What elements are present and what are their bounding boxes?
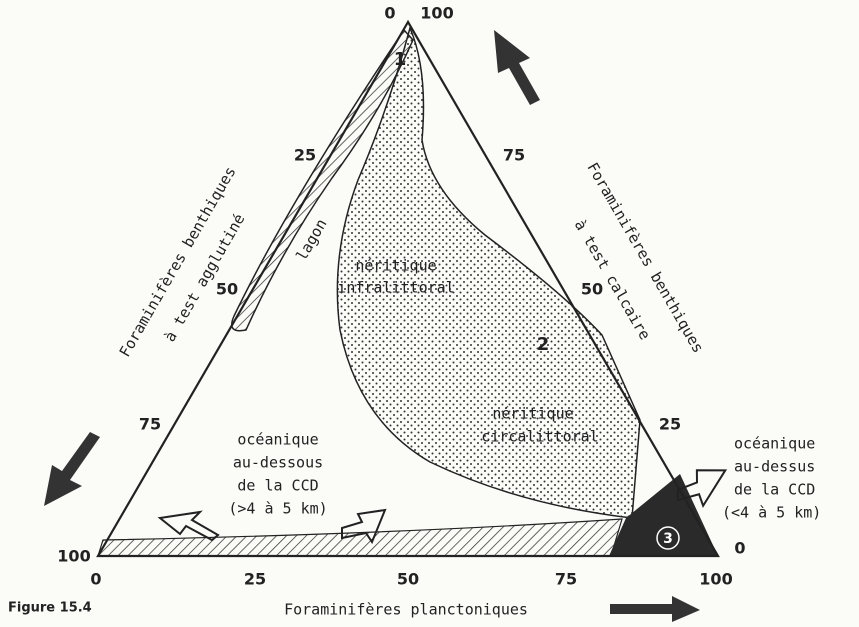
arrow-top [494, 30, 540, 105]
region-label: néritique [355, 257, 436, 275]
left-tick: 25 [294, 146, 316, 165]
neritic-region [336, 25, 641, 519]
region-label: de la CCD [237, 477, 318, 495]
arrow-left [44, 432, 100, 506]
region-label: océanique [237, 431, 318, 449]
bottom-axis-label: Foraminifères planctoniques [284, 601, 528, 619]
top-label: 100 [420, 4, 453, 23]
bottom-tick: 75 [555, 570, 577, 589]
region-label: (<4 à 5 km) [722, 504, 821, 522]
region-3-circle [656, 526, 680, 550]
region-number: 1 [394, 49, 407, 70]
triangle [96, 19, 720, 558]
region-label: circalittoral [481, 428, 598, 446]
bottom-tick: 100 [699, 570, 732, 589]
left-tick: 75 [139, 415, 161, 434]
bottom-band [97, 518, 623, 557]
region-label: au-dessous [233, 454, 323, 472]
above-ccd-region [609, 474, 718, 556]
caption: Figure 15.4 [8, 601, 92, 616]
bottom-tick: 25 [244, 570, 266, 589]
region-label: (>4 à 5 km) [228, 500, 327, 518]
region-label: de la CCD [734, 481, 815, 499]
right-tick: 50 [581, 280, 603, 299]
region-label: océanique [734, 435, 815, 453]
right-tick: 25 [659, 415, 681, 434]
region-number: 2 [537, 334, 550, 355]
open-arrow-2 [341, 508, 387, 545]
open-arrow-3 [676, 469, 728, 509]
region-label: au-dessus [734, 458, 815, 476]
arrow-bottom [610, 596, 700, 622]
bottom-tick: 50 [397, 570, 419, 589]
top-label: 0 [384, 4, 395, 23]
open-arrow-1 [157, 510, 220, 542]
lagoon-region [231, 28, 414, 332]
region-label: infralittoral [337, 279, 454, 297]
region-number: 3 [663, 531, 673, 547]
region-label: néritique [492, 405, 573, 423]
right-tick: 0 [734, 539, 745, 558]
left-tick: 100 [57, 547, 90, 566]
right-tick: 75 [503, 146, 525, 165]
left-tick: 50 [216, 280, 238, 299]
bottom-tick: 0 [90, 570, 101, 589]
